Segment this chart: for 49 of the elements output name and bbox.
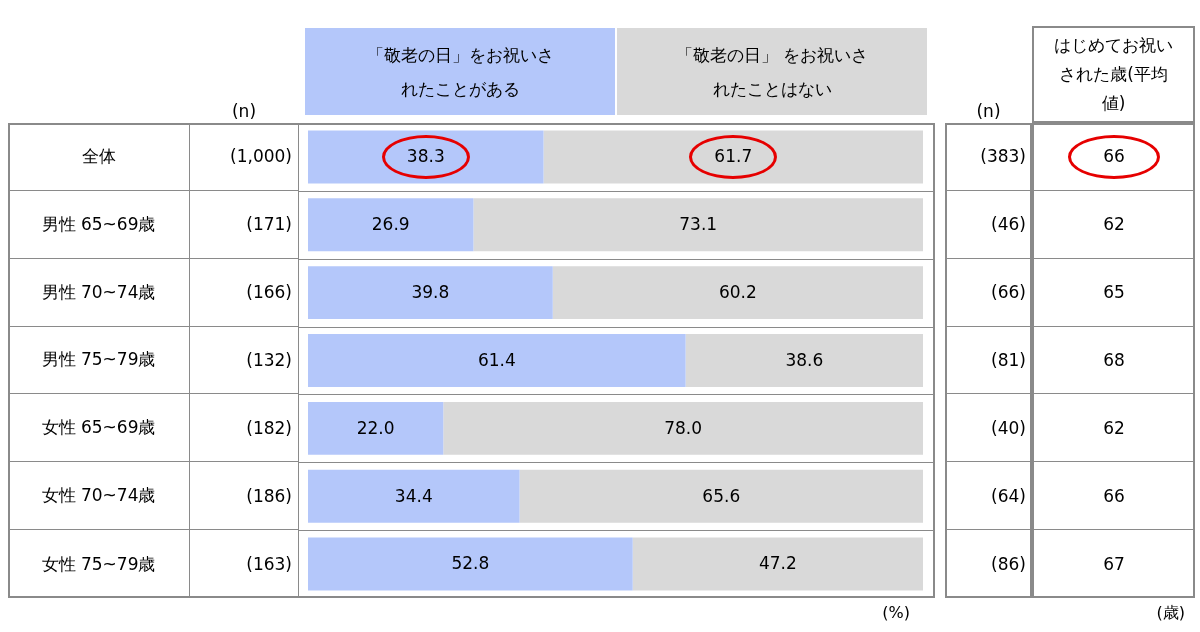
data-label: (46) — [945, 190, 1032, 259]
data-label: 66 — [1032, 123, 1195, 191]
data-label: 73.1 — [679, 214, 718, 235]
data-label: (166) — [190, 258, 298, 327]
data-label: 39.8 — [411, 282, 450, 303]
data-label: 38.3 — [406, 146, 445, 167]
data-label: 65 — [1032, 258, 1195, 327]
data-label: (171) — [190, 190, 298, 259]
data-label: 38.6 — [785, 349, 824, 370]
series-label: 「敬老の日」 をお祝いされたことはない — [674, 43, 870, 101]
data-label: 78.0 — [664, 417, 703, 438]
data-label: (132) — [190, 326, 298, 395]
data-label: 65.6 — [702, 485, 741, 506]
data-label: 62 — [1032, 394, 1195, 463]
y-tick-label: 男性 65~69歳 — [8, 190, 190, 259]
data-label: 60.2 — [718, 282, 757, 303]
text: はじめてお祝いされた歳(平均値) — [1053, 34, 1174, 115]
text: (n) — [975, 99, 1002, 123]
data-label: (66) — [945, 258, 1032, 327]
data-label: 52.8 — [451, 553, 490, 574]
text: (%) — [882, 603, 910, 622]
data-label: 61.7 — [714, 146, 753, 167]
data-label: 26.9 — [371, 214, 410, 235]
data-label: (163) — [245, 553, 293, 577]
data-label: 34.4 — [394, 485, 433, 506]
data-label: (1,000) — [190, 123, 298, 191]
data-label: (64) — [945, 462, 1032, 531]
y-tick-label: 男性 75~79歳 — [8, 326, 190, 395]
data-label: 62 — [1032, 190, 1195, 259]
data-label: 47.2 — [758, 553, 797, 574]
series-label: 「敬老の日」をお祝いされたことがある — [365, 43, 555, 101]
y-tick-label: 女性 70~74歳 — [8, 462, 190, 531]
y-tick-label: 全体 — [8, 123, 190, 191]
data-label: (186) — [190, 462, 298, 531]
data-label: 66 — [1032, 462, 1195, 531]
data-label: (383) — [945, 123, 1032, 191]
data-label: 22.0 — [356, 417, 395, 438]
y-tick-label: 男性 70~74歳 — [8, 258, 190, 327]
text: (n) — [230, 99, 257, 123]
text: (歳) — [1156, 603, 1185, 624]
data-label: (182) — [190, 394, 298, 463]
y-tick-label: 女性 65~69歳 — [8, 394, 190, 463]
data-label: 61.4 — [477, 349, 516, 370]
data-label: 67 — [1032, 530, 1195, 598]
y-tick-label: 女性 75~79歳 — [8, 530, 190, 598]
data-label: (86) — [990, 553, 1027, 577]
data-label: (40) — [945, 394, 1032, 463]
data-label: 68 — [1032, 326, 1195, 395]
data-label: (81) — [945, 326, 1032, 395]
